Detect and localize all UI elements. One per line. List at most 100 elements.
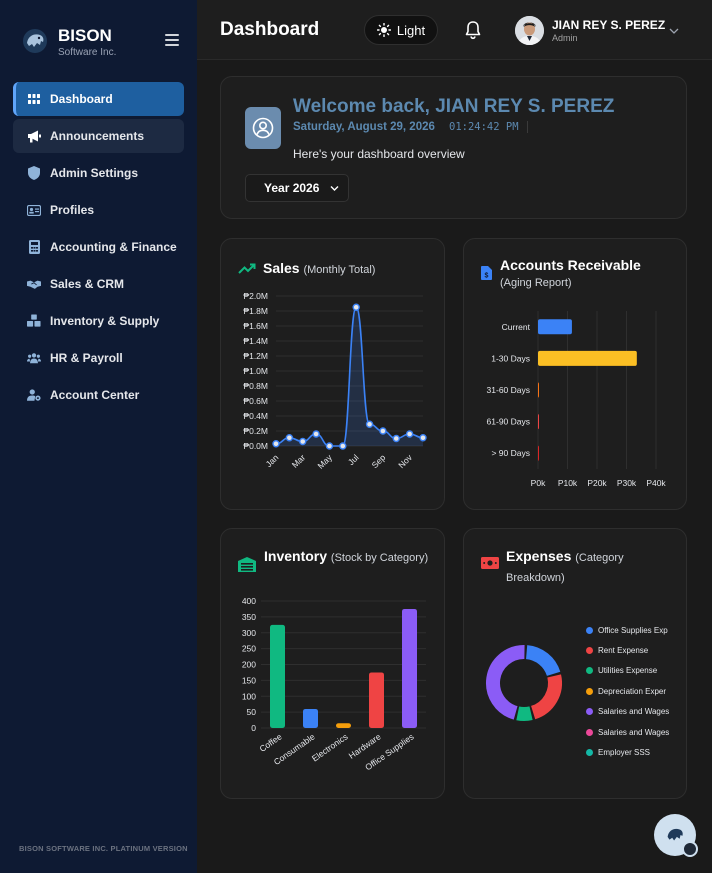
avatar[interactable] [515, 16, 544, 45]
legend-label: Rent Expense [598, 646, 649, 656]
user-gear-icon [27, 388, 41, 402]
invoice-dollar-icon: $ [481, 266, 492, 280]
legend-swatch [586, 687, 593, 695]
bar [303, 708, 318, 728]
legend-label: Office Supplies Exp [598, 625, 668, 635]
x-tick-label: Electronics [310, 731, 350, 763]
warehouse-icon [238, 557, 256, 572]
x-tick-label: Jan [264, 452, 281, 469]
legend-label: Salaries and Wages [598, 727, 670, 737]
id-card-icon [27, 203, 41, 217]
shield-icon [27, 166, 41, 180]
menu-toggle-icon[interactable] [165, 34, 179, 46]
legend-item[interactable]: Rent Expense [586, 640, 671, 660]
legend-item[interactable]: Employer SSS [586, 742, 671, 762]
sidebar-item-label: Account Center [50, 388, 140, 402]
y-tick-label: ₱0.0M [243, 441, 268, 451]
x-tick-label: Nov [396, 452, 414, 470]
megaphone-icon [27, 129, 41, 143]
users-icon [27, 351, 41, 365]
calculator-icon [27, 240, 41, 254]
bar [538, 414, 539, 430]
donut-slice [525, 645, 561, 677]
welcome-clock: 01:24:42 PM [449, 121, 528, 133]
bar [402, 608, 417, 728]
legend-item[interactable]: Depreciation Exper [586, 681, 671, 701]
accounts-receivable-card: $ Accounts Receivable (Aging Report) P0k… [463, 238, 687, 510]
y-tick-label: ₱0.6M [243, 396, 268, 406]
sidebar-item-account-center[interactable]: Account Center [13, 378, 184, 412]
brand-name: BISON [58, 26, 112, 45]
legend-label: Utilities Expense [598, 666, 658, 676]
y-tick-label: 0 [251, 723, 256, 733]
sales-line-chart: ₱0.0M ₱0.2M ₱0.4M ₱0.6M ₱0.8M ₱1.0M ₱1.2M ₱1.4M… [243, 291, 427, 471]
sidebar-item-profiles[interactable]: Profiles [13, 193, 184, 227]
sidebar-item-announcements[interactable]: Announcements [13, 119, 184, 153]
y-tick-label: ₱1.4M [243, 336, 268, 346]
legend-swatch [586, 667, 593, 675]
welcome-card: Welcome back, JIAN REY S. PEREZ Saturday… [220, 76, 687, 219]
ar-title: Accounts Receivable [500, 257, 641, 273]
theme-toggle-button[interactable]: Light [364, 15, 438, 45]
x-tick-label: P40k [646, 478, 666, 488]
sidebar-item-label: Accounting & Finance [50, 240, 177, 254]
grid-icon [27, 92, 41, 106]
bar [336, 723, 351, 728]
chat-assistant-button[interactable] [654, 814, 698, 857]
data-point [339, 442, 347, 450]
y-tick-label: ₱2.0M [243, 291, 268, 301]
welcome-title: Welcome back, JIAN REY S. PEREZ [293, 96, 615, 117]
card-title-text: Inventory [264, 548, 328, 564]
sidebar-item-accounting-finance[interactable]: Accounting & Finance [13, 230, 184, 264]
sidebar-footer: BISON SOFTWARE INC. PLATINUM VERSION [19, 844, 188, 853]
x-tick-label: May [315, 452, 334, 471]
ar-bar-chart: P0k P10k P20k P30k P40k Current 1-30 Days 31-60… [487, 311, 666, 488]
sidebar-item-label: HR & Payroll [50, 351, 123, 365]
data-point [285, 434, 294, 442]
theme-toggle-label: Light [396, 22, 426, 38]
x-tick-label: P30k [617, 478, 637, 488]
legend-swatch [586, 626, 593, 634]
legend-item[interactable]: Office Supplies Exp [586, 620, 671, 640]
chevron-down-icon[interactable] [669, 27, 679, 35]
card-subtitle-text: (Category Breakdown) [506, 552, 624, 584]
sidebar-item-inventory-supply[interactable]: Inventory & Supply [13, 304, 184, 338]
legend-item[interactable]: Utilities Expense [586, 661, 671, 681]
brand[interactable]: BISON Software Inc. [22, 24, 192, 64]
user-name[interactable]: JIAN REY S. PEREZ [552, 18, 666, 32]
sidebar-nav: Dashboard Announcements Admin Settings P… [13, 82, 184, 415]
bell-icon[interactable] [463, 20, 483, 40]
sales-card: Sales (Monthly Total) ₱0.0M ₱0.2M ₱0.4M ₱0.… [220, 238, 445, 510]
sun-icon [376, 23, 391, 37]
data-point [379, 427, 387, 435]
expenses-card: Expenses (Category Breakdown) Office Sup… [463, 528, 687, 799]
sidebar-item-admin-settings[interactable]: Admin Settings [13, 156, 184, 190]
legend-item[interactable]: Salaries and Wages [586, 702, 671, 722]
x-tick-label: P20k [587, 478, 607, 488]
page-title: Dashboard [220, 19, 320, 40]
y-tick-label: ₱0.8M [243, 381, 268, 391]
year-select[interactable]: Year 2026 [245, 174, 349, 202]
donut-slice [486, 645, 525, 720]
chevron-down-icon [330, 186, 339, 191]
sidebar-item-sales-crm[interactable]: Sales & CRM [13, 267, 184, 301]
legend-label: Depreciation Exper [598, 686, 667, 696]
y-tick-label: > 90 Days [491, 448, 530, 458]
y-tick-label: ₱0.2M [243, 426, 268, 436]
y-tick-label: Current [502, 322, 531, 332]
sales-title: Sales (Monthly Total) [263, 260, 375, 276]
sidebar-item-hr-payroll[interactable]: HR & Payroll [13, 341, 184, 375]
data-point [299, 437, 307, 446]
top-header: Dashboard Light JIAN REY S. PEREZ Admin [197, 0, 712, 60]
sidebar-item-dashboard[interactable]: Dashboard [13, 82, 184, 116]
welcome-subtitle: Here's your dashboard overview [293, 147, 465, 161]
welcome-date: Saturday, August 29, 2026 [293, 121, 435, 133]
card-title-text: Expenses [506, 548, 572, 564]
legend-swatch [586, 708, 593, 716]
bar [538, 445, 539, 461]
legend-item[interactable]: Salaries and Wages [586, 722, 671, 742]
bar [538, 319, 572, 335]
chat-bubble-icon [682, 841, 698, 857]
data-point [365, 420, 374, 428]
y-tick-label: 150 [242, 675, 256, 685]
